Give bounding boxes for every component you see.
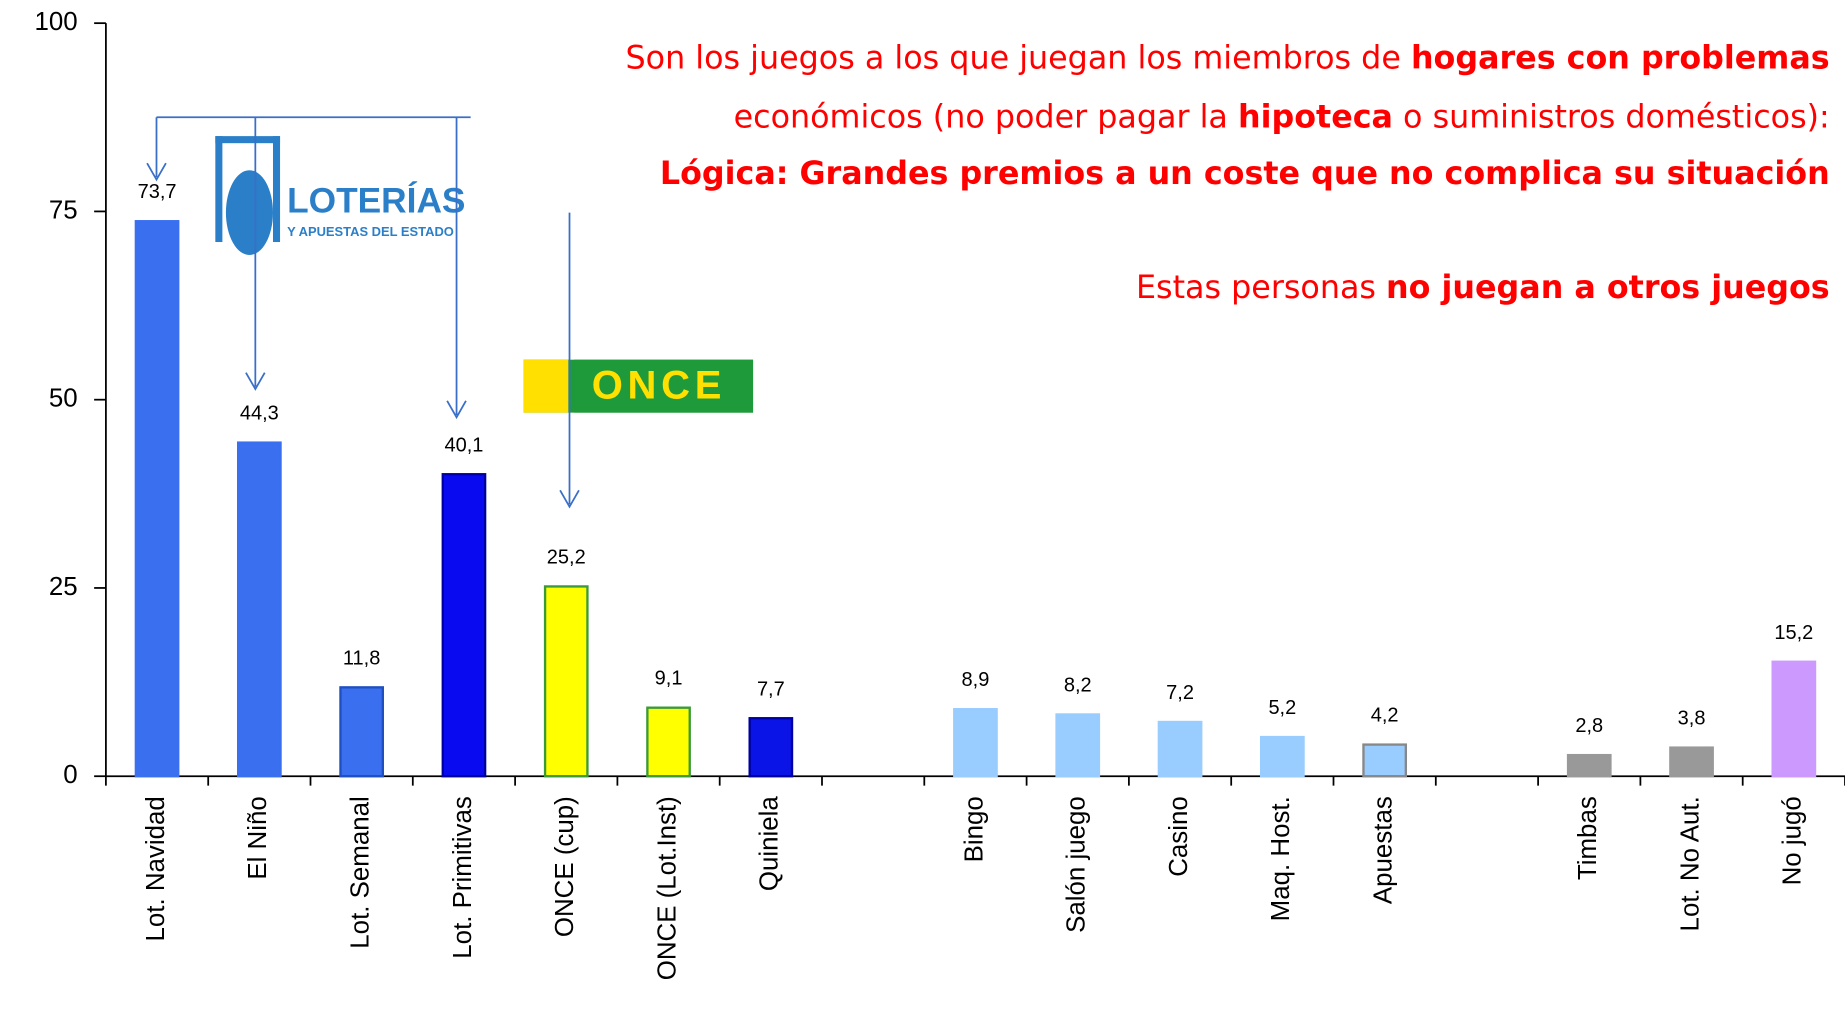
data-label: 7,7 xyxy=(757,678,785,700)
x-tick-label: Lot. Primitivas xyxy=(449,796,477,958)
logo-bg xyxy=(574,359,754,413)
x-tick-label: Quiniela xyxy=(756,796,784,892)
bar xyxy=(339,686,385,778)
logo-frame xyxy=(215,136,281,144)
logo-subtext: Y APUESTAS DEL ESTADO xyxy=(287,224,454,239)
x-tick-label: ONCE (cup) xyxy=(551,796,579,937)
arrow xyxy=(245,117,266,391)
x-tick-label: No jugó xyxy=(1779,796,1807,885)
annotation-segment: hipoteca xyxy=(1238,99,1393,135)
x-tick-label: ONCE (Lot.Inst) xyxy=(653,796,681,980)
data-label: 40,1 xyxy=(444,434,483,456)
x-tick-label: El Niño xyxy=(244,796,272,879)
annotation: Lógica: Grandes premios a un coste que n… xyxy=(660,156,1830,192)
data-label: 5,2 xyxy=(1268,697,1296,719)
data-label: 8,2 xyxy=(1064,675,1092,697)
logo-bg xyxy=(523,359,569,413)
data-label: 9,1 xyxy=(655,668,683,690)
data-label: 15,2 xyxy=(1774,622,1813,644)
data-label: 25,2 xyxy=(547,546,586,568)
logo-text: LOTERÍAS xyxy=(287,181,465,221)
bar xyxy=(646,706,691,778)
bar xyxy=(953,708,998,778)
x-tick-label: Salón juego xyxy=(1063,796,1091,933)
arrows xyxy=(146,116,580,509)
annotation-segment: no juegan a otros juegos xyxy=(1386,270,1830,306)
bar xyxy=(1566,753,1612,778)
annotation: Son los juegos a los que juegan los miem… xyxy=(626,41,1830,77)
data-label: 8,9 xyxy=(962,669,990,691)
bar xyxy=(1157,720,1203,778)
loterias-logo: LOTERÍAS Y APUESTAS DEL ESTADO xyxy=(215,136,465,255)
annotation-segment: Estas personas xyxy=(1136,270,1386,306)
logo-text: ONCE xyxy=(592,363,726,407)
bar xyxy=(236,441,282,778)
bar xyxy=(748,717,794,778)
x-tick-label: Lot. Semanal xyxy=(346,796,374,948)
bar xyxy=(441,473,487,778)
bar xyxy=(1771,660,1817,778)
data-label: 4,2 xyxy=(1371,705,1399,727)
bar xyxy=(1669,746,1714,778)
annotation-segment: o suministros domésticos): xyxy=(1393,99,1830,135)
x-tick-label: Maq. Host. xyxy=(1267,796,1295,921)
x-tick-label: Casino xyxy=(1165,796,1193,877)
annotation: económicos (no poder pagar la hipoteca o… xyxy=(734,99,1830,135)
logo-frame xyxy=(215,136,223,243)
annotation-segment: económicos (no poder pagar la xyxy=(734,99,1238,135)
bar xyxy=(543,585,589,778)
x-tick-label: Bingo xyxy=(960,796,988,862)
x-tick-label: Apuestas xyxy=(1369,796,1397,904)
data-label: 3,8 xyxy=(1678,708,1706,730)
annotation: Estas personas no juegan a otros juegos xyxy=(1136,270,1830,306)
logo-frame xyxy=(272,136,281,243)
y-tick-label: 50 xyxy=(49,385,78,413)
annotation-segment: hogares con problemas xyxy=(1411,41,1830,77)
x-tick-label: Lot. Navidad xyxy=(142,796,170,941)
logo-mark xyxy=(225,170,273,255)
y-tick-label: 100 xyxy=(34,8,77,36)
data-label: 73,7 xyxy=(138,181,177,203)
arrow xyxy=(559,212,580,509)
x-tick-label: Lot. No Aut. xyxy=(1676,796,1704,931)
bar xyxy=(1259,735,1305,778)
y-tick-label: 75 xyxy=(49,196,78,224)
bar xyxy=(1055,713,1101,778)
bar xyxy=(1362,743,1408,778)
data-label: 11,8 xyxy=(343,647,380,669)
data-label: 7,2 xyxy=(1166,682,1194,704)
annotation-segment: Son los juegos a los que juegan los miem… xyxy=(626,41,1411,77)
y-tick-label: 0 xyxy=(63,761,77,789)
once-logo: ONCE xyxy=(523,359,754,413)
y-tick-label: 25 xyxy=(49,573,78,601)
bar xyxy=(134,220,180,778)
arrow xyxy=(446,117,467,420)
x-tick-label: Timbas xyxy=(1574,796,1602,880)
data-label: 2,8 xyxy=(1575,715,1603,737)
arrow xyxy=(146,117,167,182)
annotation-segment: Lógica: Grandes premios a un coste que n… xyxy=(660,156,1830,192)
data-label: 44,3 xyxy=(240,403,279,425)
